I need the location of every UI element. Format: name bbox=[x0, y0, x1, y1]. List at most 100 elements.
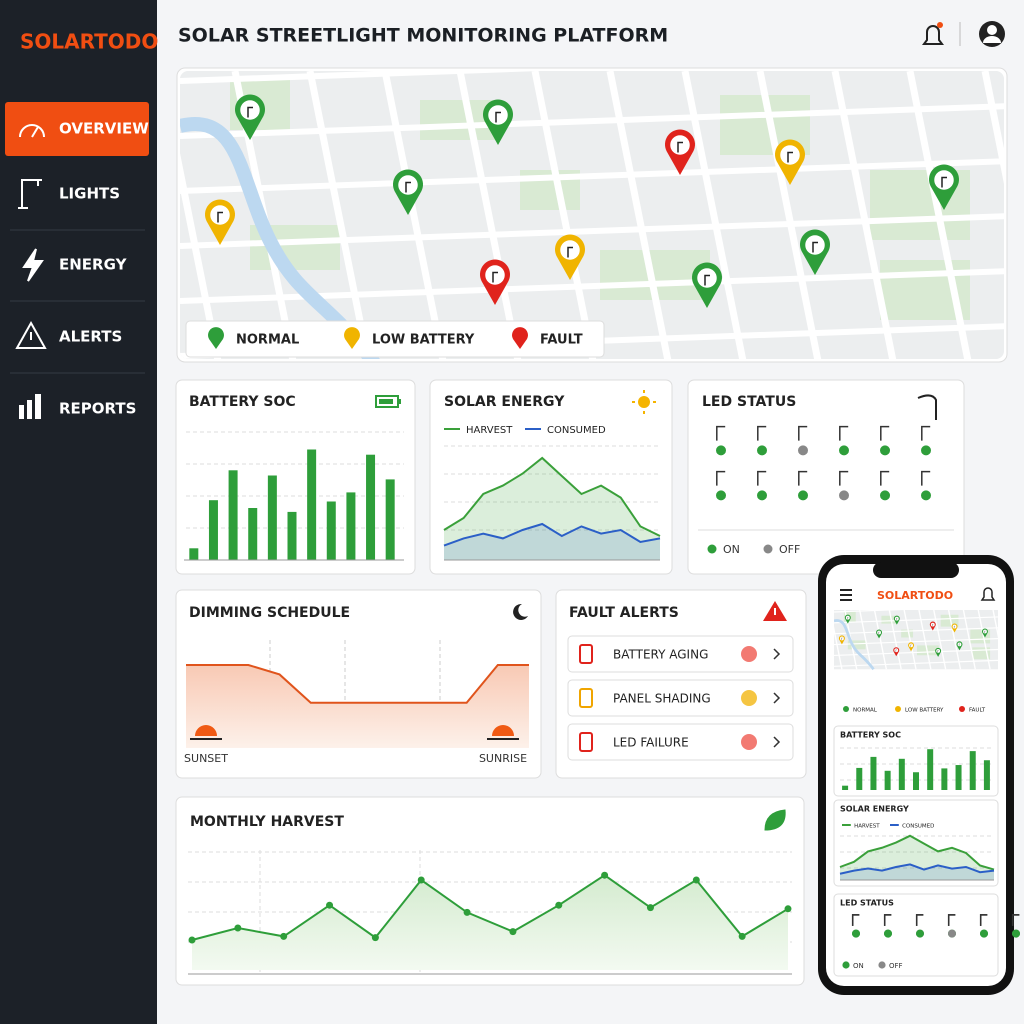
led-dot bbox=[884, 929, 892, 938]
legend-dot bbox=[878, 961, 886, 969]
avatar[interactable] bbox=[979, 21, 1005, 47]
led-dot bbox=[852, 929, 860, 938]
led-dot bbox=[1012, 929, 1020, 938]
pin-core bbox=[805, 235, 825, 255]
alert-icon bbox=[579, 644, 593, 664]
led-lamp bbox=[921, 425, 931, 441]
led-dot bbox=[880, 445, 890, 456]
mobile-bell[interactable] bbox=[980, 587, 996, 601]
park bbox=[901, 629, 914, 638]
card-title: LED STATUS bbox=[702, 394, 796, 410]
led-lamp bbox=[947, 914, 956, 926]
bar bbox=[913, 772, 919, 790]
led-dot bbox=[757, 490, 767, 501]
mobile-cards bbox=[833, 725, 999, 977]
park bbox=[916, 645, 939, 656]
led-lamp bbox=[798, 425, 808, 441]
legend-label: LOW BATTERY bbox=[372, 333, 475, 348]
pin-core bbox=[877, 630, 881, 635]
pin-lamp bbox=[984, 630, 986, 634]
led-dot bbox=[916, 929, 924, 938]
pin-core bbox=[839, 636, 844, 641]
led-lamp bbox=[921, 470, 931, 486]
pin-core bbox=[780, 145, 800, 165]
pin-lamp bbox=[841, 637, 843, 640]
bar bbox=[983, 760, 990, 790]
mobile-map[interactable] bbox=[830, 606, 1005, 671]
nav-item[interactable]: OVERVIEW bbox=[59, 120, 149, 138]
pin-lamp bbox=[217, 211, 223, 223]
legend-dot bbox=[842, 961, 850, 969]
card-title: MONTHLY HARVEST bbox=[190, 814, 344, 830]
pin-lamp bbox=[405, 181, 411, 193]
legend-label: CONSUMED bbox=[902, 824, 934, 830]
chevron bbox=[773, 736, 781, 748]
alert-dot bbox=[741, 690, 757, 706]
dimming-fill bbox=[186, 665, 529, 748]
pin-core bbox=[894, 648, 899, 653]
pin-lamp bbox=[495, 111, 501, 123]
dimming-line bbox=[186, 664, 529, 704]
dimming-label: SUNRISE bbox=[479, 752, 527, 765]
bar bbox=[228, 470, 238, 560]
legend-label: HARVEST bbox=[854, 824, 880, 830]
pin-lamp bbox=[787, 151, 793, 163]
map-legend bbox=[185, 320, 605, 358]
notifications[interactable] bbox=[922, 22, 944, 45]
road bbox=[834, 626, 843, 670]
nav-item[interactable]: LIGHTS bbox=[59, 185, 120, 203]
mobile-legend bbox=[834, 700, 998, 718]
legend-label: OFF bbox=[889, 962, 903, 970]
legend-dot bbox=[843, 706, 849, 712]
chevron bbox=[773, 648, 781, 660]
alert-row[interactable] bbox=[567, 635, 794, 673]
alert-dot bbox=[741, 646, 757, 662]
harvest-point bbox=[601, 871, 609, 879]
alert-row[interactable] bbox=[567, 723, 794, 761]
bar bbox=[267, 475, 277, 560]
pin-lamp bbox=[932, 623, 934, 627]
bar bbox=[385, 479, 395, 560]
legend-dot bbox=[959, 706, 965, 712]
legend-label: FAULT bbox=[969, 708, 986, 714]
nav-item[interactable]: ALERTS bbox=[59, 328, 122, 346]
pin-lamp bbox=[937, 650, 939, 653]
led-lamp bbox=[979, 914, 988, 926]
harvest-point bbox=[784, 905, 792, 913]
bar bbox=[969, 751, 976, 790]
bar bbox=[366, 454, 376, 560]
pin-lamp bbox=[812, 241, 818, 253]
led-dot bbox=[839, 445, 849, 456]
map[interactable] bbox=[160, 51, 1024, 371]
road bbox=[834, 659, 998, 667]
road bbox=[681, 71, 749, 359]
legend-label: FAULT bbox=[540, 333, 583, 348]
pin-lamp bbox=[953, 625, 956, 629]
nav-active[interactable] bbox=[5, 102, 149, 156]
card-title: BATTERY SOC bbox=[189, 394, 296, 410]
nav-item[interactable]: REPORTS bbox=[59, 400, 136, 418]
menu-icon[interactable] bbox=[840, 589, 852, 601]
alert-label: BATTERY AGING bbox=[613, 648, 708, 662]
pin-core bbox=[845, 615, 850, 620]
road bbox=[180, 213, 1004, 249]
bar bbox=[208, 500, 218, 560]
nav-item[interactable]: ENERGY bbox=[59, 256, 128, 274]
alert-label: PANEL SHADING bbox=[613, 692, 711, 706]
card-title: FAULT ALERTS bbox=[569, 605, 679, 621]
legend-pin bbox=[208, 327, 224, 349]
harvest-point bbox=[234, 924, 242, 932]
led-dot bbox=[798, 445, 808, 456]
legend-label: LOW BATTERY bbox=[905, 708, 944, 714]
led-lamp bbox=[883, 914, 892, 926]
led-dot bbox=[798, 490, 808, 501]
pin-lamp bbox=[958, 643, 961, 646]
pin-core bbox=[983, 629, 987, 634]
pin-lamp bbox=[895, 649, 897, 652]
brand: SOLARTODO bbox=[20, 30, 158, 54]
pin-core bbox=[485, 265, 505, 285]
alert-row[interactable] bbox=[567, 679, 794, 717]
park bbox=[972, 647, 991, 660]
pin-core bbox=[952, 624, 957, 629]
moon-icon bbox=[513, 603, 528, 620]
